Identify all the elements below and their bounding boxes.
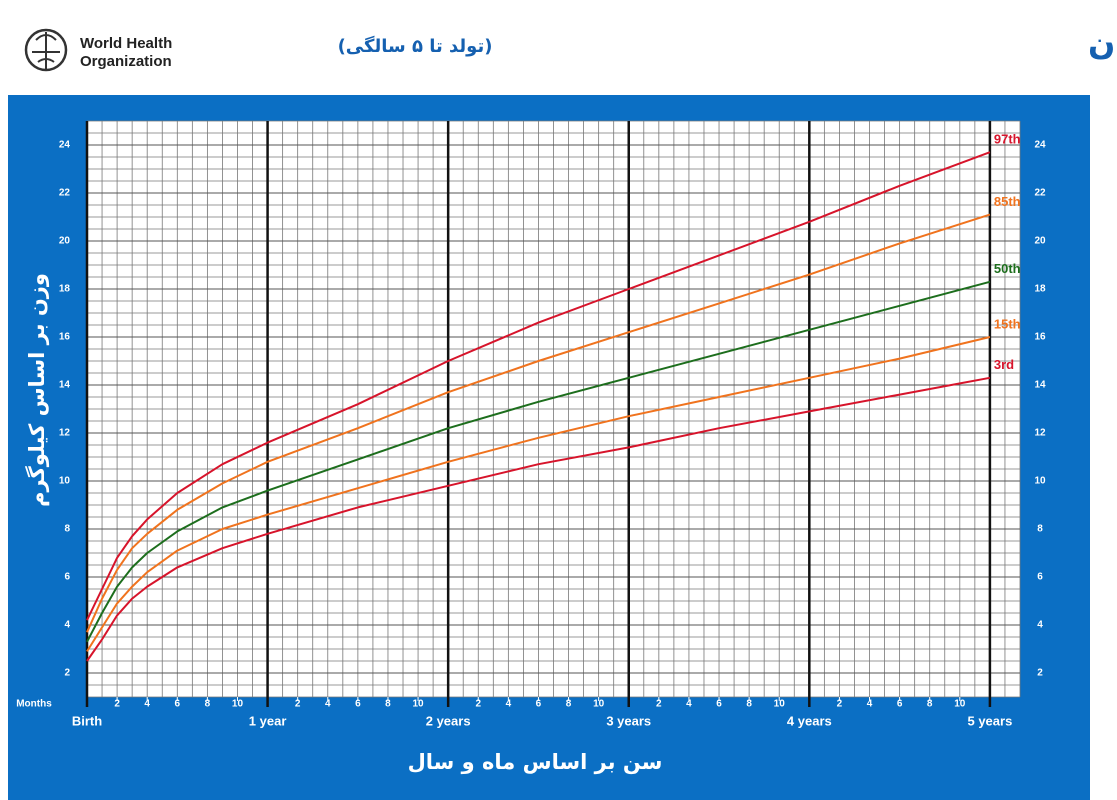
x-month-label: 10 <box>593 699 605 710</box>
y-tick-label: 8 <box>64 524 70 535</box>
x-month-label: 2 <box>656 699 662 710</box>
y2-tick-label: 22 <box>1034 188 1046 199</box>
logo: World Health Organization <box>24 28 172 72</box>
x-month-label: 10 <box>413 699 425 710</box>
y2-tick-label: 8 <box>1037 524 1043 535</box>
x-year-label: 2 years <box>426 713 471 728</box>
y2-tick-label: 10 <box>1034 476 1046 487</box>
percentile-line <box>86 151 991 621</box>
x-month-label: 2 <box>475 699 481 710</box>
y-tick-label: 12 <box>59 428 71 439</box>
percentile-line <box>86 336 991 652</box>
x-month-label: 10 <box>954 699 966 710</box>
x-month-label: 10 <box>774 699 786 710</box>
x-month-label: 4 <box>144 699 150 710</box>
logo-text: Organization <box>80 53 172 70</box>
y2-tick-label: 2 <box>1037 668 1043 679</box>
x-month-label: 8 <box>746 699 752 710</box>
x-month-label: 10 <box>232 699 244 710</box>
legend-label: 15th <box>994 316 1021 331</box>
y-tick-label: 18 <box>59 284 71 295</box>
y-axis-label: وزن بر اساس کیلوگرم <box>24 273 49 507</box>
y-tick-label: 6 <box>64 572 70 583</box>
y2-tick-label: 24 <box>1034 140 1046 151</box>
y2-tick-label: 14 <box>1034 380 1046 391</box>
y2-tick-label: 16 <box>1034 332 1046 343</box>
y-tick-label: 24 <box>59 140 71 151</box>
x-month-label: 8 <box>205 699 211 710</box>
x-month-label: 4 <box>506 699 512 710</box>
x-month-label: 2 <box>837 699 843 710</box>
x-month-label: 4 <box>686 699 692 710</box>
x-year-label: 4 years <box>787 713 832 728</box>
x-month-label: 4 <box>867 699 873 710</box>
percentile-line <box>86 376 991 662</box>
y2-tick-label: 6 <box>1037 572 1043 583</box>
y2-tick-label: 12 <box>1034 428 1046 439</box>
x-month-label: 6 <box>716 699 722 710</box>
y-tick-label: 20 <box>59 236 71 247</box>
x-unit-label: Months <box>16 699 52 710</box>
y2-tick-label: 20 <box>1034 236 1046 247</box>
y-tick-label: 2 <box>64 668 70 679</box>
legend-label: 50th <box>994 261 1021 276</box>
x-month-label: 4 <box>325 699 331 710</box>
y-tick-label: 4 <box>64 620 70 631</box>
logo-emblem-lines <box>32 32 60 70</box>
y-tick-label: 22 <box>59 188 71 199</box>
x-month-label: 2 <box>114 699 120 710</box>
x-year-label: 5 years <box>967 713 1012 728</box>
percentile-line <box>86 213 991 633</box>
chart-subtitle: (تولد تا ۵ سالگی) <box>338 35 493 57</box>
x-year-label: 1 year <box>249 713 287 728</box>
y-tick-label: 10 <box>59 476 71 487</box>
legend-label: 3rd <box>994 357 1014 372</box>
x-year-label: Birth <box>72 713 102 728</box>
chart-title: وزن بر اساس سن پسران <box>1088 24 1117 62</box>
x-month-label: 8 <box>385 699 391 710</box>
x-month-label: 6 <box>355 699 361 710</box>
x-month-label: 8 <box>927 699 933 710</box>
x-axis-label: سن بر اساس ماه و سال <box>408 750 663 774</box>
y-tick-label: 16 <box>59 332 71 343</box>
x-month-label: 6 <box>175 699 181 710</box>
x-month-label: 8 <box>566 699 572 710</box>
x-month-label: 6 <box>897 699 903 710</box>
x-month-label: 2 <box>295 699 301 710</box>
x-year-label: 3 years <box>606 713 651 728</box>
grid <box>86 120 1021 698</box>
percentile-line <box>86 280 991 643</box>
legend-label: 85th <box>994 194 1021 209</box>
y2-tick-label: 18 <box>1034 284 1046 295</box>
legend-label: 97th <box>994 132 1021 147</box>
logo-text: World Health <box>80 35 172 52</box>
y-tick-label: 14 <box>59 380 71 391</box>
x-month-label: 6 <box>536 699 542 710</box>
y2-tick-label: 4 <box>1037 620 1043 631</box>
